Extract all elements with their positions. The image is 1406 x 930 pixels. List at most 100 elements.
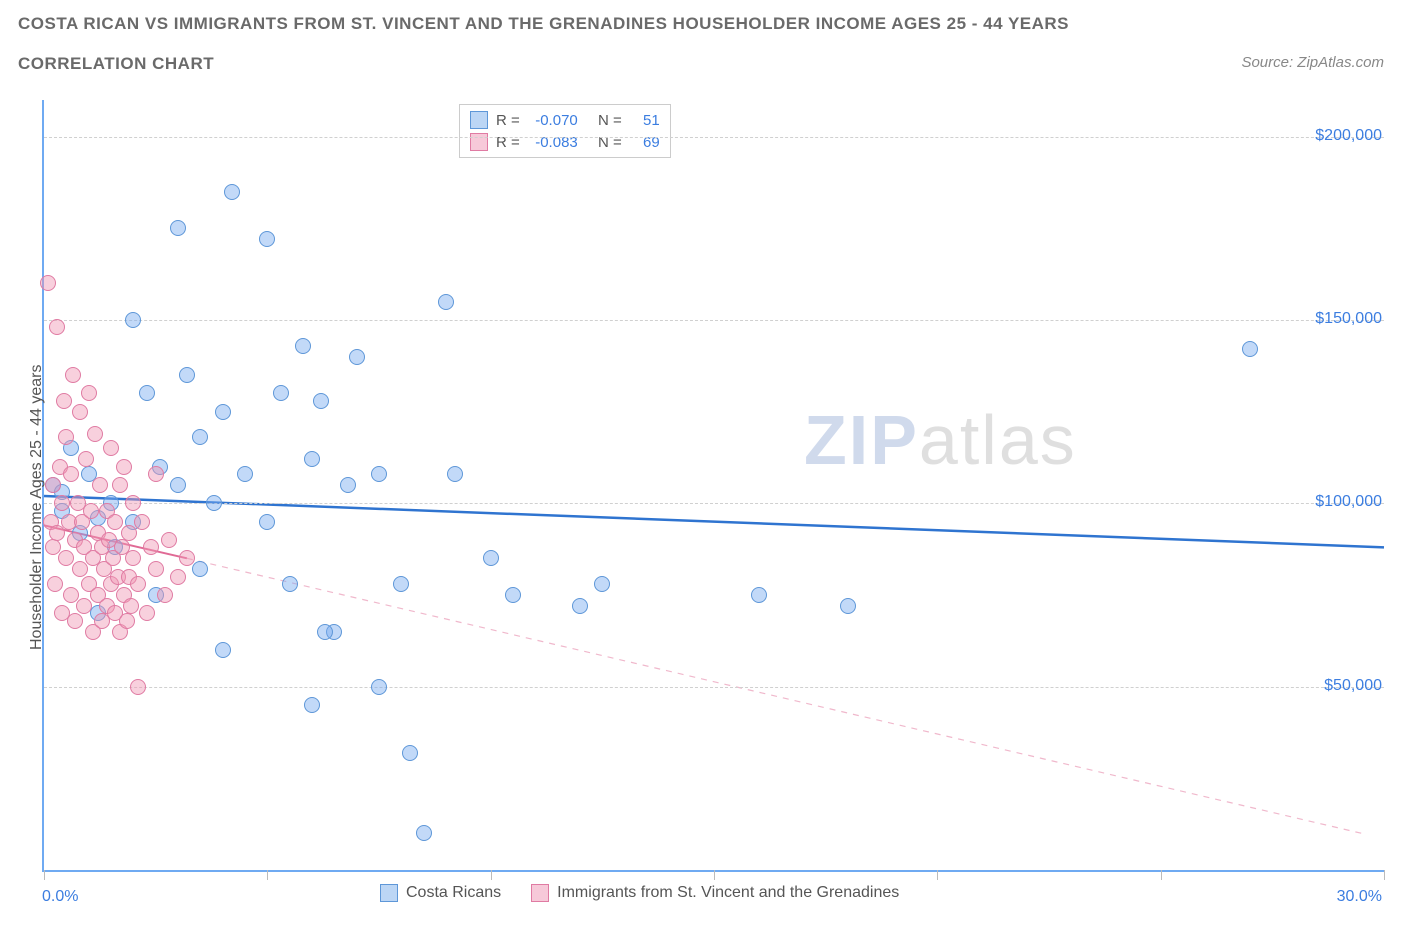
- data-point-svg_immigrants: [81, 385, 97, 401]
- data-point-costa_ricans: [371, 679, 387, 695]
- r-value-costa-ricans: -0.070: [528, 112, 578, 129]
- data-point-svg_immigrants: [148, 561, 164, 577]
- data-point-costa_ricans: [349, 349, 365, 365]
- data-point-svg_immigrants: [78, 451, 94, 467]
- data-point-svg_immigrants: [103, 440, 119, 456]
- data-point-svg_immigrants: [107, 514, 123, 530]
- legend-stats-row-2: R = -0.083 N = 69: [470, 131, 660, 153]
- y-tick-label: $100,000: [1292, 493, 1382, 511]
- data-point-costa_ricans: [313, 393, 329, 409]
- data-point-costa_ricans: [447, 466, 463, 482]
- data-point-costa_ricans: [259, 231, 275, 247]
- data-point-svg_immigrants: [148, 466, 164, 482]
- watermark-light: atlas: [919, 401, 1077, 479]
- y-tick-label: $50,000: [1292, 677, 1382, 695]
- trend-lines: [44, 100, 1384, 870]
- data-point-costa_ricans: [393, 576, 409, 592]
- data-point-costa_ricans: [179, 367, 195, 383]
- x-axis-min-label: 0.0%: [42, 888, 78, 906]
- chart-title-line1: COSTA RICAN VS IMMIGRANTS FROM ST. VINCE…: [18, 14, 1069, 34]
- data-point-svg_immigrants: [58, 550, 74, 566]
- legend-swatch-costa-ricans: [470, 111, 488, 129]
- data-point-costa_ricans: [192, 561, 208, 577]
- data-point-svg_immigrants: [119, 613, 135, 629]
- legend-swatch-svg-immigrants-b: [531, 884, 549, 902]
- data-point-svg_immigrants: [123, 598, 139, 614]
- data-point-costa_ricans: [317, 624, 333, 640]
- x-tick: [1384, 870, 1385, 880]
- legend-stats-row-1: R = -0.070 N = 51: [470, 109, 660, 131]
- data-point-costa_ricans: [304, 451, 320, 467]
- data-point-costa_ricans: [139, 385, 155, 401]
- data-point-costa_ricans: [483, 550, 499, 566]
- data-point-costa_ricans: [402, 745, 418, 761]
- data-point-svg_immigrants: [72, 561, 88, 577]
- legend-item-costa-ricans: Costa Ricans: [380, 884, 501, 902]
- data-point-svg_immigrants: [170, 569, 186, 585]
- data-point-svg_immigrants: [161, 532, 177, 548]
- x-tick: [1161, 870, 1162, 880]
- data-point-svg_immigrants: [49, 319, 65, 335]
- data-point-svg_immigrants: [65, 367, 81, 383]
- data-point-svg_immigrants: [125, 495, 141, 511]
- x-tick: [491, 870, 492, 880]
- data-point-costa_ricans: [505, 587, 521, 603]
- data-point-costa_ricans: [282, 576, 298, 592]
- legend-item-svg-immigrants: Immigrants from St. Vincent and the Gren…: [531, 884, 899, 902]
- data-point-svg_immigrants: [116, 459, 132, 475]
- data-point-costa_ricans: [170, 477, 186, 493]
- data-point-costa_ricans: [416, 825, 432, 841]
- data-point-costa_ricans: [304, 697, 320, 713]
- data-point-costa_ricans: [371, 466, 387, 482]
- n-label: N =: [598, 112, 622, 129]
- data-point-svg_immigrants: [40, 275, 56, 291]
- watermark-bold: ZIP: [804, 401, 919, 479]
- data-point-costa_ricans: [438, 294, 454, 310]
- x-tick: [267, 870, 268, 880]
- legend-swatch-costa-ricans-b: [380, 884, 398, 902]
- data-point-svg_immigrants: [143, 539, 159, 555]
- x-tick: [714, 870, 715, 880]
- data-point-svg_immigrants: [92, 477, 108, 493]
- data-point-costa_ricans: [192, 429, 208, 445]
- data-point-svg_immigrants: [83, 503, 99, 519]
- data-point-costa_ricans: [206, 495, 222, 511]
- data-point-svg_immigrants: [112, 477, 128, 493]
- data-point-costa_ricans: [125, 312, 141, 328]
- legend-series: Costa Ricans Immigrants from St. Vincent…: [380, 884, 899, 902]
- data-point-svg_immigrants: [47, 576, 63, 592]
- x-tick: [44, 870, 45, 880]
- data-point-svg_immigrants: [121, 525, 137, 541]
- data-point-svg_immigrants: [130, 576, 146, 592]
- data-point-svg_immigrants: [125, 550, 141, 566]
- data-point-svg_immigrants: [130, 679, 146, 695]
- y-tick-label: $200,000: [1292, 127, 1382, 145]
- data-point-svg_immigrants: [72, 404, 88, 420]
- data-point-costa_ricans: [237, 466, 253, 482]
- grid-line: [44, 137, 1384, 138]
- source-label: Source: ZipAtlas.com: [1241, 54, 1384, 71]
- x-tick: [937, 870, 938, 880]
- data-point-svg_immigrants: [139, 605, 155, 621]
- x-axis-max-label: 30.0%: [1337, 888, 1382, 906]
- data-point-costa_ricans: [273, 385, 289, 401]
- y-tick-label: $150,000: [1292, 310, 1382, 328]
- grid-line: [44, 687, 1384, 688]
- plot-area: ZIPatlas R = -0.070 N = 51 R = -0.083 N …: [42, 100, 1384, 872]
- grid-line: [44, 320, 1384, 321]
- data-point-costa_ricans: [340, 477, 356, 493]
- data-point-costa_ricans: [840, 598, 856, 614]
- data-point-svg_immigrants: [87, 426, 103, 442]
- data-point-svg_immigrants: [45, 477, 61, 493]
- data-point-costa_ricans: [224, 184, 240, 200]
- y-axis-label: Householder Income Ages 25 - 44 years: [28, 365, 46, 651]
- n-value-costa-ricans: 51: [630, 112, 660, 129]
- data-point-costa_ricans: [215, 642, 231, 658]
- data-point-costa_ricans: [594, 576, 610, 592]
- data-point-costa_ricans: [572, 598, 588, 614]
- data-point-costa_ricans: [295, 338, 311, 354]
- grid-line: [44, 503, 1384, 504]
- r-label: R =: [496, 112, 520, 129]
- data-point-svg_immigrants: [157, 587, 173, 603]
- data-point-costa_ricans: [259, 514, 275, 530]
